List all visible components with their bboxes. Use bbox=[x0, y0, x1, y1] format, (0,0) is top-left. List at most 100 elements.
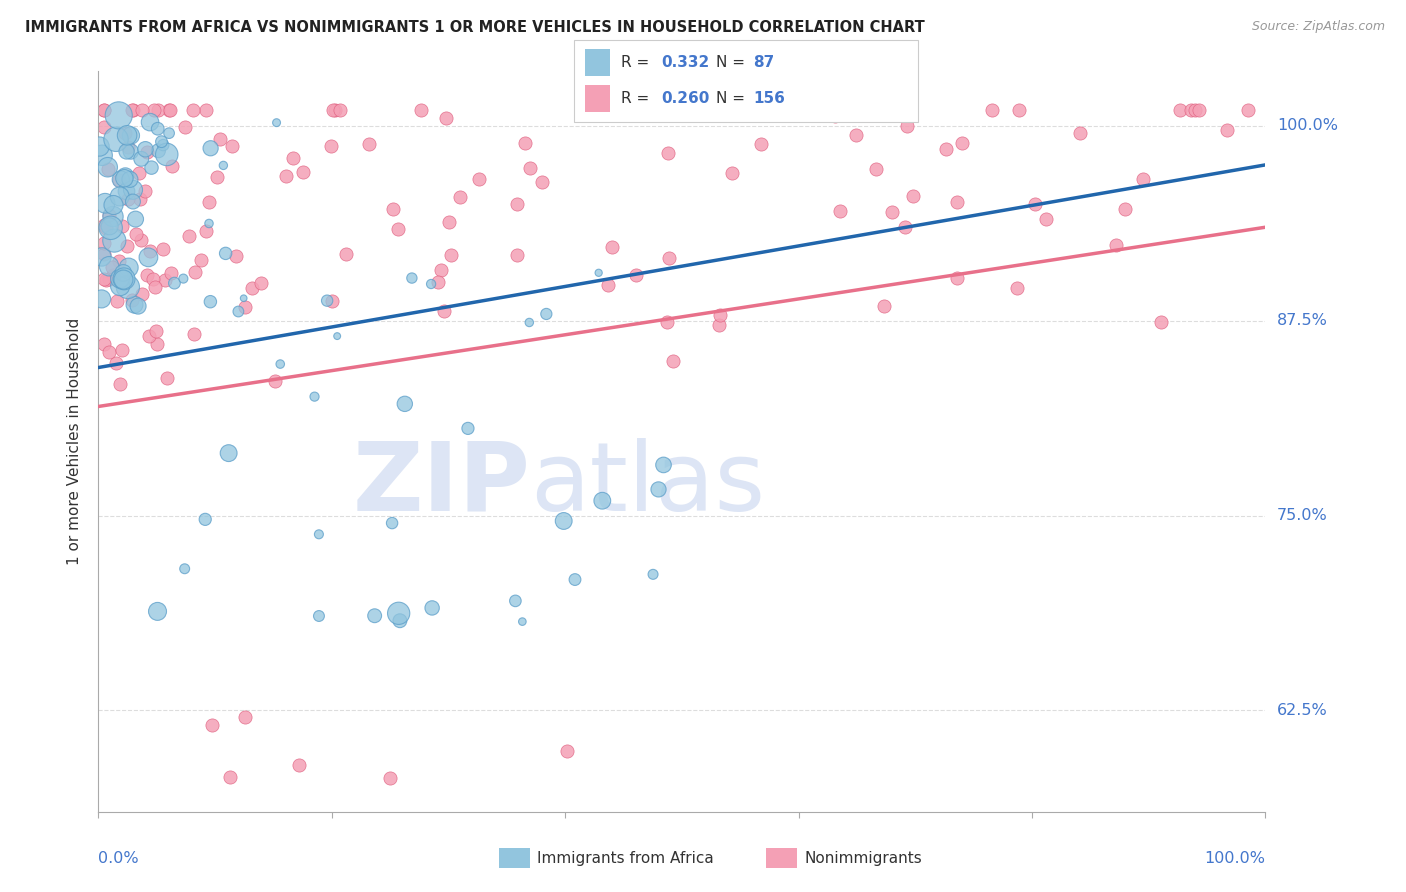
Point bbox=[326, 329, 349, 343]
Point bbox=[981, 103, 1004, 118]
Point bbox=[128, 166, 150, 180]
Point bbox=[115, 128, 138, 143]
Point bbox=[323, 103, 346, 118]
Point bbox=[150, 135, 173, 149]
Point bbox=[233, 710, 256, 724]
Point bbox=[157, 126, 180, 140]
Point bbox=[143, 280, 166, 294]
Point bbox=[593, 103, 616, 118]
Point bbox=[218, 446, 240, 460]
Point bbox=[115, 185, 138, 199]
Point bbox=[335, 246, 357, 260]
Point bbox=[321, 139, 343, 153]
Point bbox=[194, 512, 217, 526]
Point bbox=[138, 251, 160, 265]
Point bbox=[110, 343, 132, 357]
Point bbox=[98, 208, 121, 222]
Point bbox=[249, 276, 271, 290]
Point bbox=[97, 162, 120, 177]
Point bbox=[662, 353, 685, 368]
Point bbox=[641, 567, 664, 582]
Point bbox=[756, 103, 779, 118]
Point bbox=[173, 562, 195, 576]
Point bbox=[98, 272, 121, 286]
Point bbox=[749, 136, 772, 151]
Point bbox=[430, 263, 453, 277]
Point bbox=[555, 744, 578, 758]
Point bbox=[882, 205, 904, 219]
Point bbox=[780, 103, 803, 118]
Point bbox=[946, 195, 969, 210]
Point bbox=[115, 145, 138, 159]
Point bbox=[1008, 103, 1031, 118]
Point bbox=[134, 184, 156, 198]
Point bbox=[163, 276, 186, 290]
Point bbox=[112, 266, 135, 280]
Point bbox=[232, 291, 254, 305]
Point bbox=[190, 253, 212, 268]
Text: 87.5%: 87.5% bbox=[1277, 313, 1327, 328]
Point bbox=[218, 770, 240, 784]
Point bbox=[172, 271, 194, 285]
Point bbox=[304, 390, 326, 404]
Text: 0.0%: 0.0% bbox=[98, 851, 139, 865]
Point bbox=[117, 139, 139, 153]
Point bbox=[141, 161, 163, 175]
Point bbox=[690, 103, 713, 118]
Point bbox=[796, 103, 818, 118]
Point bbox=[153, 273, 176, 287]
Point bbox=[93, 120, 115, 134]
Point bbox=[208, 132, 231, 146]
Point bbox=[152, 138, 174, 153]
Text: 100.0%: 100.0% bbox=[1205, 851, 1265, 865]
Point bbox=[142, 103, 165, 118]
Point bbox=[588, 266, 610, 280]
Point bbox=[420, 277, 443, 291]
Point bbox=[1184, 103, 1206, 118]
Point bbox=[162, 159, 184, 173]
Point bbox=[394, 397, 416, 411]
Point bbox=[457, 421, 479, 435]
Point bbox=[214, 246, 236, 260]
Point bbox=[146, 337, 169, 351]
Point bbox=[181, 103, 204, 118]
Point bbox=[517, 316, 540, 330]
Point bbox=[1005, 281, 1028, 295]
Point bbox=[308, 527, 330, 541]
Point bbox=[1188, 103, 1211, 118]
Text: ZIP: ZIP bbox=[353, 438, 530, 531]
Text: R =: R = bbox=[621, 91, 655, 105]
Point bbox=[108, 279, 131, 293]
Point bbox=[101, 210, 124, 224]
Point bbox=[105, 294, 128, 309]
Text: Nonimmigrants: Nonimmigrants bbox=[804, 851, 922, 865]
Point bbox=[536, 307, 558, 321]
Point bbox=[103, 234, 125, 248]
Point bbox=[134, 142, 156, 156]
Point bbox=[468, 172, 491, 186]
Point bbox=[107, 108, 129, 122]
Point bbox=[830, 203, 852, 218]
Point bbox=[122, 194, 145, 209]
Point bbox=[118, 260, 141, 275]
Point bbox=[281, 152, 304, 166]
Point bbox=[652, 458, 675, 472]
Point bbox=[118, 172, 141, 186]
Point bbox=[135, 145, 157, 159]
Point bbox=[198, 217, 221, 231]
Text: Immigrants from Africa: Immigrants from Africa bbox=[537, 851, 714, 865]
Point bbox=[873, 299, 896, 313]
Point bbox=[108, 189, 131, 203]
Text: atlas: atlas bbox=[530, 438, 765, 531]
Point bbox=[156, 371, 179, 385]
Point bbox=[388, 614, 411, 628]
Point bbox=[157, 103, 180, 118]
Point bbox=[112, 272, 135, 286]
Point bbox=[108, 254, 131, 268]
Point bbox=[120, 128, 142, 143]
Text: 0.260: 0.260 bbox=[661, 91, 709, 105]
Point bbox=[263, 374, 285, 388]
Point bbox=[506, 197, 529, 211]
Point bbox=[94, 196, 117, 211]
Point bbox=[179, 228, 201, 243]
